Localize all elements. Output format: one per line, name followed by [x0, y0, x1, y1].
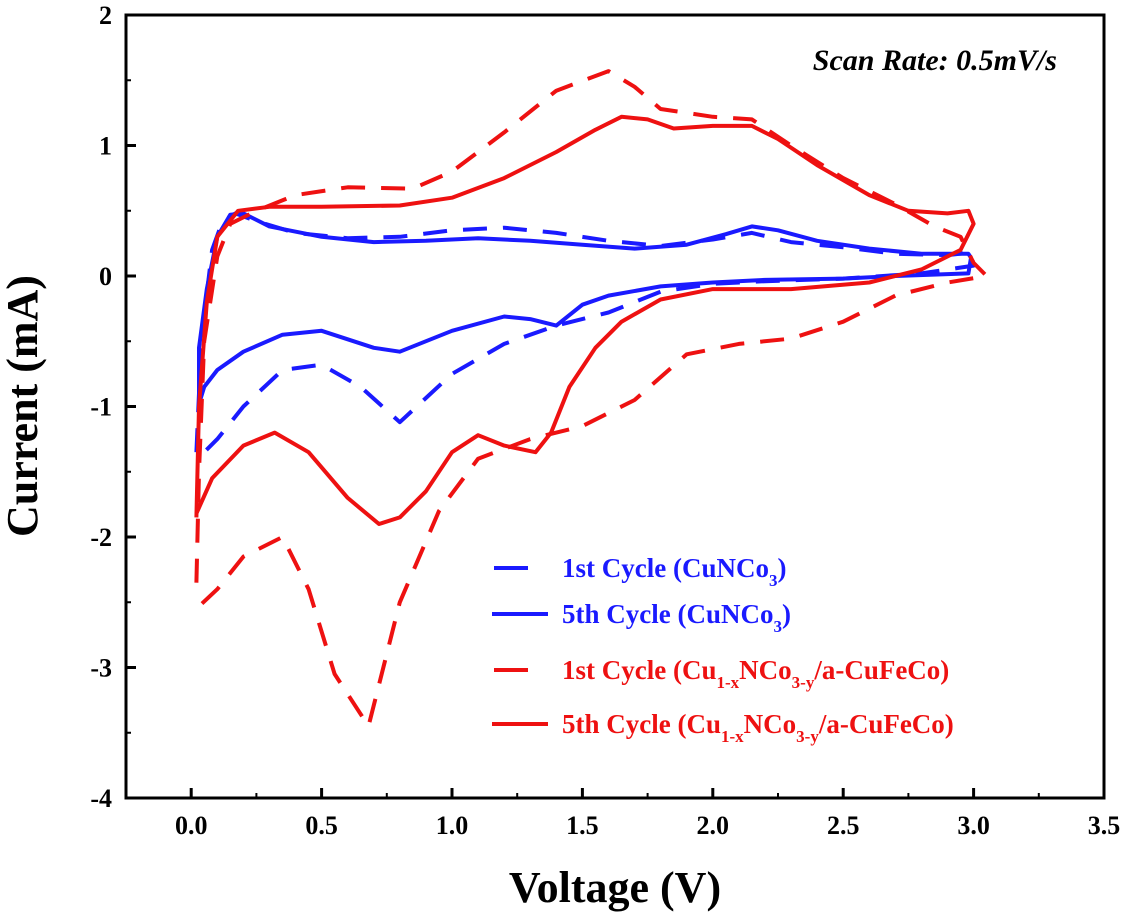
x-tick-label: 2.5: [827, 811, 860, 840]
legend-label-3: 1st Cycle (Cu1-xNCo3-y/a-CuFeCo): [562, 655, 949, 692]
series-line-2: [197, 211, 973, 405]
x-tick-label: 0.0: [175, 811, 208, 840]
x-tick-label: 0.5: [305, 811, 338, 840]
plot-lines: [194, 69, 989, 729]
x-tick-label: 2.0: [697, 811, 730, 840]
y-tick-label: 2: [99, 1, 112, 30]
y-tick-label: 0: [99, 262, 112, 291]
x-tick-label: 1.5: [566, 811, 599, 840]
y-tick-label: -1: [90, 393, 112, 422]
y-tick-label: -4: [90, 784, 112, 813]
x-tick-label: 3.0: [957, 811, 990, 840]
x-tick-label: 3.5: [1088, 811, 1121, 840]
legend-label-1: 1st Cycle (CuNCo3): [562, 553, 786, 590]
y-tick-label: 1: [99, 132, 112, 161]
series-line-4: [194, 114, 976, 526]
x-tick-label: 1.0: [436, 811, 469, 840]
legend-label-4: 5th Cycle (Cu1-xNCo3-y/a-CuFeCo): [562, 709, 954, 746]
annotation-scan-rate: Scan Rate: 0.5mV/s: [813, 44, 1057, 77]
series-line-3: [194, 69, 989, 729]
y-tick-label: -3: [90, 654, 112, 683]
x-axis-title: Voltage (V): [509, 863, 721, 912]
legend-label-2: 5th Cycle (CuNCo3): [562, 599, 791, 636]
axis-ticks: 0.0 0.5 1.0 1.5 2.0 2.5 3.0 3.5 -4 -3 -2 -1 0 1 2: [90, 1, 1120, 840]
y-tick-label: -2: [90, 523, 112, 552]
legend: 1st Cycle (CuNCo3) 5th Cycle (CuNCo3) 1st …: [492, 553, 954, 746]
y-axis-title: Current (mA): [0, 275, 47, 537]
